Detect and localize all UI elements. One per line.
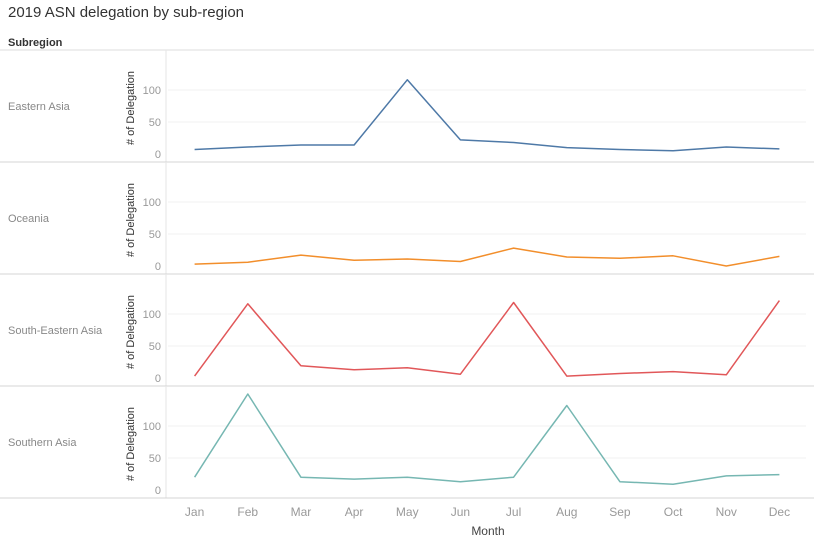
data-point <box>618 256 622 260</box>
data-point <box>724 474 728 478</box>
data-point <box>405 366 409 370</box>
data-point <box>512 475 516 479</box>
data-point <box>193 262 197 266</box>
panel-oceania: 0 50 100 Oceania # of Delegation <box>0 162 814 275</box>
data-point <box>724 264 728 268</box>
data-point <box>246 260 250 264</box>
x-tick-label: Oct <box>664 505 683 519</box>
x-tick-label: Mar <box>291 505 312 519</box>
data-point <box>458 138 462 142</box>
data-point <box>512 300 516 304</box>
series-line <box>193 300 781 377</box>
data-point <box>352 143 356 147</box>
data-point <box>565 255 569 259</box>
panel-eastern-asia: 0 50 100 Eastern Asia # of Delegation <box>0 50 814 163</box>
y-tick-label: 0 <box>155 485 161 497</box>
row-label: Eastern Asia <box>8 101 71 113</box>
data-point <box>671 482 675 486</box>
data-point <box>352 258 356 262</box>
data-point <box>246 392 250 396</box>
x-axis: Jan Feb Mar Apr May Jun Jul Aug Sep Oct Nov Dec <box>185 505 790 519</box>
x-tick-label: Nov <box>716 505 737 519</box>
y-tick-label: 0 <box>155 373 161 385</box>
x-tick-label: Jan <box>185 505 204 519</box>
data-point <box>618 480 622 484</box>
x-tick-label: Feb <box>237 505 258 519</box>
y-tick-label: 100 <box>143 85 161 97</box>
x-tick-label: Jun <box>451 505 470 519</box>
data-point <box>724 373 728 377</box>
y-tick-label: 0 <box>155 261 161 273</box>
chart-panels: 0 50 100 Eastern Asia # of Delegation 0 50 100 O… <box>0 49 814 499</box>
data-point <box>671 370 675 374</box>
data-point <box>458 480 462 484</box>
data-point <box>565 146 569 150</box>
panel-south-eastern-asia: 0 50 100 South-Eastern Asia # of Delegation <box>0 274 814 387</box>
data-point <box>512 246 516 250</box>
data-point <box>193 475 197 479</box>
data-point <box>352 477 356 481</box>
x-tick-label: Sep <box>609 505 631 519</box>
data-point <box>777 473 781 477</box>
x-tick-label: Dec <box>769 505 790 519</box>
x-axis-title: Month <box>471 524 504 538</box>
data-point <box>565 374 569 378</box>
row-label: Oceania <box>8 213 50 225</box>
data-point <box>565 404 569 408</box>
chart-title: 2019 ASN delegation by sub-region <box>8 4 245 21</box>
data-point <box>458 372 462 376</box>
x-tick-label: Apr <box>345 505 364 519</box>
data-point <box>458 260 462 264</box>
y-tick-label: 100 <box>143 197 161 209</box>
x-tick-label: Jul <box>506 505 521 519</box>
data-point <box>299 143 303 147</box>
y-tick-label: 100 <box>143 309 161 321</box>
row-label: South-Eastern Asia <box>8 325 103 337</box>
data-point <box>671 254 675 258</box>
data-point <box>246 302 250 306</box>
data-point <box>671 149 675 153</box>
series-line <box>194 79 780 152</box>
data-point <box>777 254 781 258</box>
data-point <box>618 372 622 376</box>
y-axis-title: # of Delegation <box>125 295 137 369</box>
data-point <box>405 78 409 82</box>
data-point <box>405 475 409 479</box>
series-line <box>193 393 780 485</box>
y-tick-label: 50 <box>149 341 161 353</box>
y-tick-label: 50 <box>149 229 161 241</box>
data-point <box>246 145 250 149</box>
data-point <box>777 299 781 303</box>
series-line <box>194 247 780 267</box>
row-header: Subregion <box>8 37 63 49</box>
y-axis-title: # of Delegation <box>125 71 137 145</box>
data-point <box>299 364 303 368</box>
data-point <box>405 257 409 261</box>
x-tick-label: May <box>396 505 419 519</box>
y-tick-label: 50 <box>149 453 161 465</box>
data-point <box>618 148 622 152</box>
data-point <box>724 145 728 149</box>
data-point <box>512 140 516 144</box>
x-tick-label: Aug <box>556 505 577 519</box>
data-point <box>777 147 781 151</box>
data-point <box>299 253 303 257</box>
data-point <box>352 368 356 372</box>
y-tick-label: 100 <box>143 421 161 433</box>
y-axis-title: # of Delegation <box>125 183 137 257</box>
y-axis-title: # of Delegation <box>125 407 137 481</box>
data-point <box>193 374 197 378</box>
y-tick-label: 0 <box>155 149 161 161</box>
data-point <box>193 148 197 152</box>
y-tick-label: 50 <box>149 117 161 129</box>
row-label: Southern Asia <box>8 437 77 449</box>
panel-southern-asia: 0 50 100 Southern Asia # of Delegation <box>0 386 814 499</box>
data-point <box>299 475 303 479</box>
